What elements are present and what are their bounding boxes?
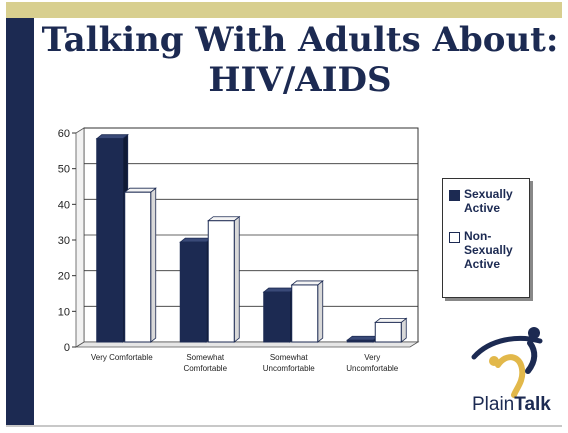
logo-wordmark: PlainTalk [472, 394, 551, 416]
bar-top-2 [374, 317, 408, 323]
y-tick-label: 40 [58, 199, 70, 211]
legend-label-line: Non- [464, 229, 492, 243]
legend-label-line: Active [464, 257, 501, 271]
plaintalk-logo [471, 327, 543, 398]
y-tick-label: 0 [64, 342, 70, 354]
bar-top-2 [290, 280, 324, 286]
logo-head-navy [528, 327, 540, 339]
bar-side-2 [317, 280, 324, 343]
slide-title-line-2: HIV/AIDS [208, 60, 392, 100]
chart-legend: Sexually Active Non- Sexually Active [442, 178, 530, 298]
y-tick-label: 50 [58, 164, 70, 176]
bar-series-2 [291, 284, 319, 343]
legend-swatch-series-2 [449, 232, 460, 243]
bar-top-2 [123, 187, 157, 193]
x-tick-label: Very Comfortable [91, 353, 153, 362]
bar-series-2 [207, 220, 235, 343]
x-tick-label: Somewhat [270, 353, 309, 362]
logo-arc-navy [471, 335, 543, 360]
legend-label-line: Sexually [464, 243, 513, 257]
logo-wordmark-bold: Talk [514, 394, 551, 415]
logo-wordmark-plain: Plain [472, 394, 515, 415]
bar-series-1 [346, 339, 374, 343]
x-tick-label: Very [364, 353, 380, 362]
bar-series-2 [124, 191, 152, 343]
bar-series-1 [179, 241, 207, 343]
y-tick-label: 30 [58, 235, 70, 247]
bar-top-1 [262, 287, 296, 293]
x-tick-label: Comfortable [183, 364, 227, 373]
x-tick-label: Uncomfortable [263, 364, 316, 373]
bar-top-1 [179, 237, 213, 243]
bar-series-1 [96, 138, 124, 343]
plot-left-wall [75, 127, 85, 348]
slide-title: Talking With Adults About: HIV/AIDS [40, 20, 560, 100]
bar-side-2 [233, 215, 240, 343]
bar-top-2 [207, 216, 241, 222]
legend-label-line: Active [464, 201, 501, 215]
y-tick-label: 10 [58, 306, 70, 318]
logo-head-gold [489, 356, 499, 366]
legend-label-series-1: Sexually Active [464, 187, 513, 215]
bottom-rule [6, 425, 562, 427]
bar-series-2 [374, 321, 402, 343]
y-tick-label: 20 [58, 271, 70, 283]
logo-swoosh-gold [495, 354, 526, 398]
legend-label-series-2: Non- Sexually Active [464, 229, 513, 271]
bar-top-1 [346, 335, 380, 341]
legend-label-line: Sexually [464, 187, 513, 201]
plot-floor [74, 341, 420, 348]
logo-body-navy [525, 340, 538, 374]
left-accent-bar [6, 18, 34, 426]
legend-item-series-1: Sexually Active [449, 187, 525, 215]
top-rule [6, 2, 562, 18]
slide-title-line-1: Talking With Adults About: [41, 20, 559, 60]
bar-side-2 [150, 187, 157, 343]
legend-item-series-2: Non- Sexually Active [449, 229, 525, 271]
y-tick-label: 60 [58, 128, 70, 140]
bar-top-1 [95, 134, 129, 140]
bar-series-1 [263, 291, 291, 343]
legend-swatch-series-1 [449, 190, 460, 201]
x-tick-label: Uncomfortable [346, 364, 399, 373]
x-tick-label: Somewhat [186, 353, 225, 362]
